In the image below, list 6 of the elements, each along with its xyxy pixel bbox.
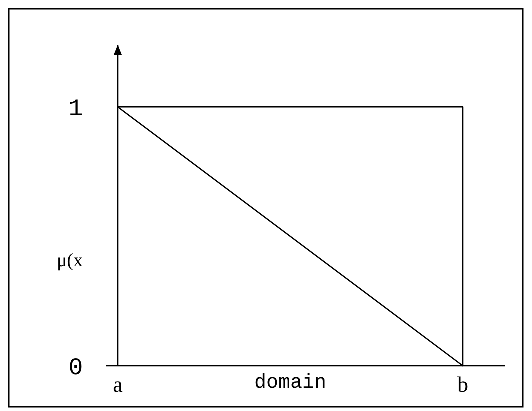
x-axis-title: domain <box>254 372 327 395</box>
y-tick-label: 0 <box>68 355 84 382</box>
x-tick-label: b <box>458 372 468 397</box>
y-tick-label: 1 <box>68 96 84 124</box>
y-axis-title: μ(x <box>56 250 84 272</box>
x-tick-label: a <box>113 372 124 397</box>
